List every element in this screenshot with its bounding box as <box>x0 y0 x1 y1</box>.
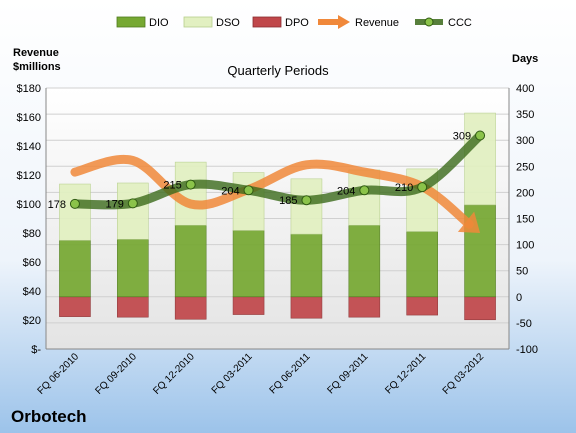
bar-dpo <box>174 296 207 320</box>
chart-title: Quarterly Periods <box>227 63 329 78</box>
left-tick-label: $- <box>31 344 41 356</box>
ccc-data-label: 185 <box>279 195 297 207</box>
ccc-point <box>185 179 196 190</box>
right-tick-label: 0 <box>516 292 522 304</box>
ccc-point <box>475 130 486 141</box>
revenue-line <box>70 154 474 229</box>
ccc-point <box>243 185 254 196</box>
left-tick-label: $160 <box>17 112 41 124</box>
right-tick-label: 300 <box>516 135 534 147</box>
right-tick-label: 100 <box>516 240 534 252</box>
ccc-data-label: 210 <box>395 182 413 194</box>
legend-label-revenue: Revenue <box>355 17 399 29</box>
legend-label-ccc: CCC <box>448 17 472 29</box>
bar-dio <box>59 240 91 298</box>
company-name: Orbotech <box>11 407 87 426</box>
left-axis-label-line1: Revenue <box>13 47 59 59</box>
bar-dpo <box>464 296 496 321</box>
bar-dso <box>464 112 496 206</box>
bar-dio <box>348 224 381 298</box>
right-tick-label: -100 <box>516 344 538 356</box>
ccc-point <box>301 195 312 206</box>
legend-swatch-dio <box>116 16 146 28</box>
legend-dot-ccc <box>424 17 434 27</box>
bar-dio <box>290 233 323 298</box>
bar-dso <box>117 182 149 240</box>
bar-dso <box>290 178 323 235</box>
left-tick-label: $40 <box>23 286 41 298</box>
left-tick-label: $120 <box>17 170 41 182</box>
bar-dpo <box>232 296 265 315</box>
right-tick-label: 50 <box>516 266 528 278</box>
legend-label-dso: DSO <box>216 17 240 29</box>
right-tick-label: 150 <box>516 214 534 226</box>
legend-swatch-dso <box>183 16 213 28</box>
bar-dso <box>348 169 381 226</box>
left-tick-label: $140 <box>17 141 41 153</box>
legend-arrowhead-revenue <box>338 15 350 29</box>
bar-dpo <box>117 296 149 318</box>
ccc-point <box>417 182 428 193</box>
ccc-data-label: 179 <box>105 198 123 210</box>
ccc-point <box>69 198 80 209</box>
bars-layer <box>59 112 496 321</box>
right-tick-label: 250 <box>516 161 534 173</box>
legend-swatch-dpo <box>252 16 282 28</box>
right-tick-label: -50 <box>516 318 532 330</box>
right-tick-label: 400 <box>516 83 534 95</box>
ccc-data-label: 309 <box>453 131 471 143</box>
bar-dpo <box>59 296 91 317</box>
bar-dio <box>117 239 149 298</box>
bar-dio <box>174 224 207 298</box>
ccc-data-label: 204 <box>337 185 355 197</box>
lines-layer: 178 179 215 204 185 204 210 309 <box>48 130 486 233</box>
ccc-point <box>127 198 138 209</box>
right-axis-label: Days <box>512 53 538 65</box>
left-tick-label: $60 <box>23 257 41 269</box>
left-axis-label-line2: $millions <box>13 61 61 73</box>
ccc-data-label: 178 <box>48 199 66 211</box>
left-tick-label: $100 <box>17 199 41 211</box>
revenue-arrowhead <box>457 211 481 233</box>
legend-label-dio: DIO <box>149 17 169 29</box>
bar-dio <box>232 230 265 298</box>
legend: DIO DSO DPO Revenue CCC <box>116 15 472 29</box>
left-tick-label: $20 <box>23 315 41 327</box>
ccc-point <box>359 185 370 196</box>
ccc-data-label: 204 <box>221 185 239 197</box>
ccc-data-label: 215 <box>163 180 181 192</box>
right-tick-label: 200 <box>516 187 534 199</box>
bar-dpo <box>348 296 381 318</box>
bar-dpo <box>406 296 438 316</box>
left-tick-label: $80 <box>23 228 41 240</box>
bar-dio <box>406 231 438 298</box>
bar-dpo <box>290 296 323 319</box>
right-tick-label: 350 <box>516 109 534 121</box>
bar-dso <box>59 183 91 241</box>
left-tick-label: $180 <box>17 83 41 95</box>
legend-label-dpo: DPO <box>285 17 309 29</box>
